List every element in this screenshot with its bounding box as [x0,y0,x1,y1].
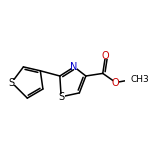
Text: O: O [102,52,109,62]
Text: S: S [9,78,15,88]
FancyBboxPatch shape [125,77,135,82]
FancyBboxPatch shape [8,80,15,85]
Text: O: O [112,78,120,88]
FancyBboxPatch shape [113,80,119,85]
FancyBboxPatch shape [58,94,64,100]
Text: CH3: CH3 [131,75,149,84]
Text: N: N [71,62,78,72]
FancyBboxPatch shape [71,64,77,69]
FancyBboxPatch shape [103,54,108,59]
Text: S: S [58,92,64,102]
